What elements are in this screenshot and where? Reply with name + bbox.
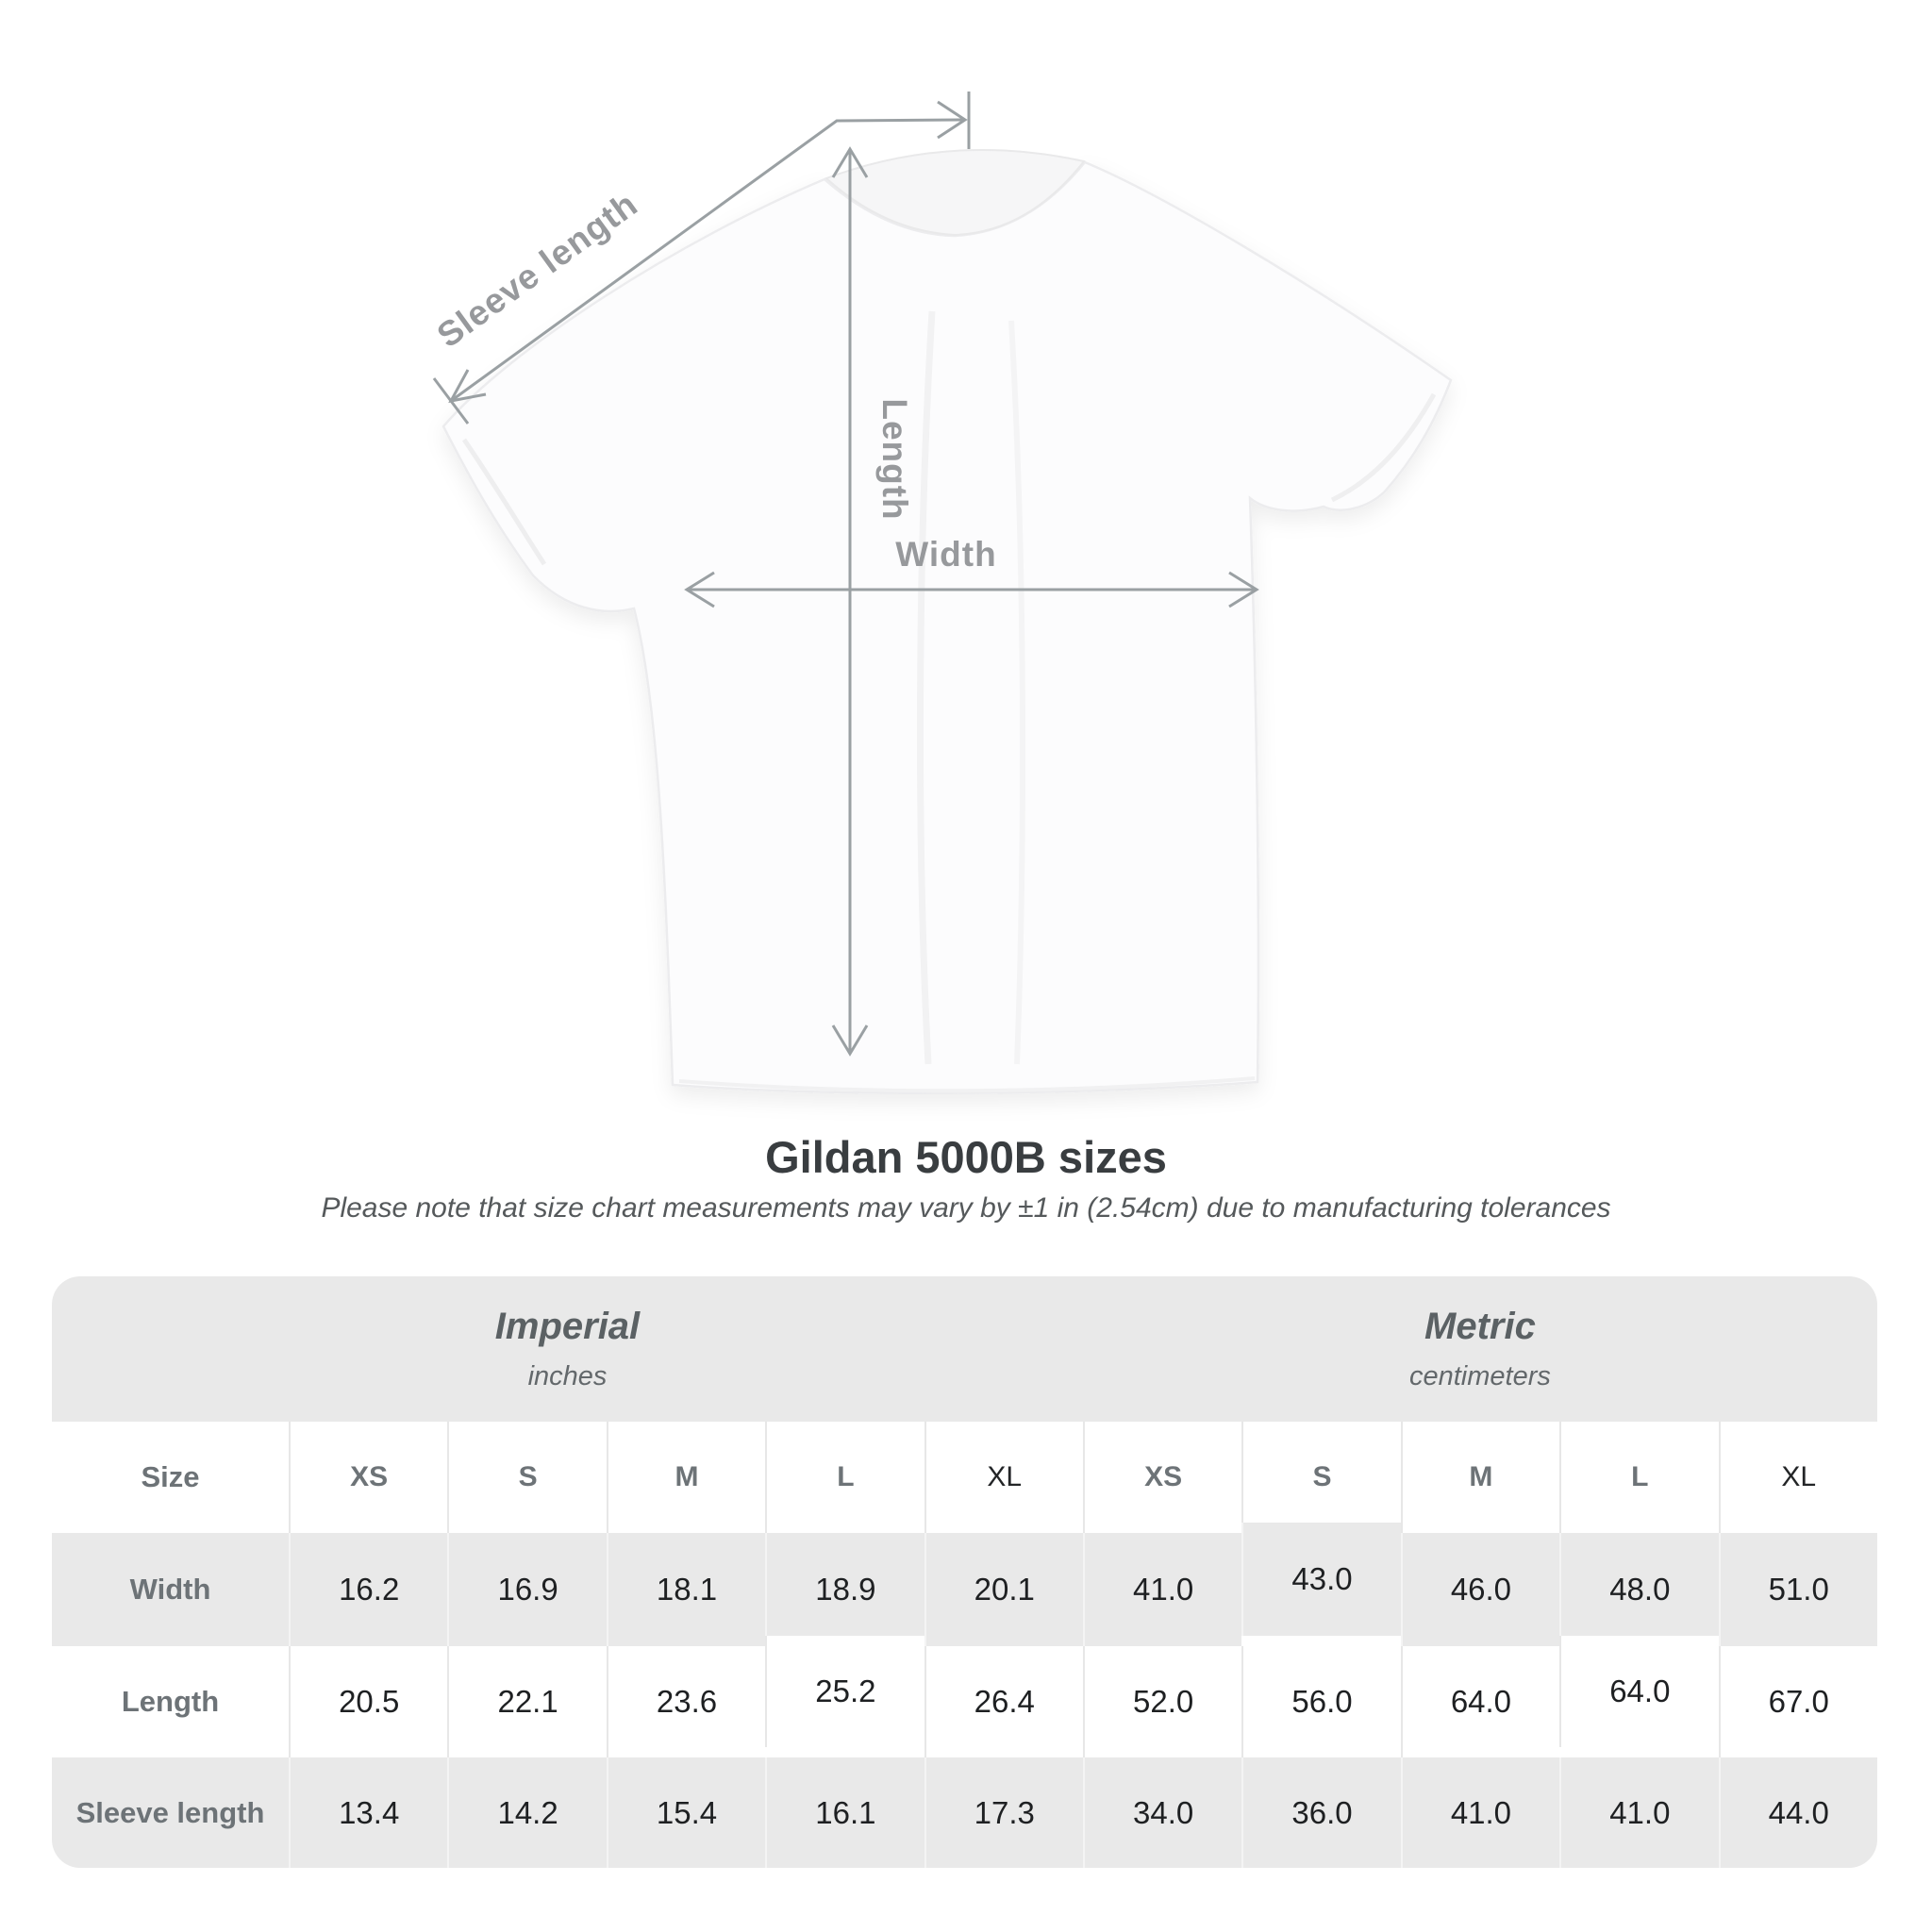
imperial-label: Imperial — [494, 1306, 641, 1347]
tshirt-creases — [461, 310, 1437, 1093]
tshirt-collar — [824, 149, 1086, 237]
width-imperial-xl: 20.1 — [924, 1533, 1083, 1646]
measurement-lines — [432, 92, 1259, 1057]
sleeve-imperial-s: 14.2 — [447, 1757, 607, 1868]
size-header-metric-l: L — [1559, 1422, 1719, 1533]
width-imperial-xs: 16.2 — [289, 1533, 448, 1646]
length-metric-m: 64.0 — [1400, 1646, 1560, 1757]
length-imperial-xs: 20.5 — [289, 1646, 448, 1757]
size-header-imperial-xl: XL — [924, 1422, 1083, 1533]
sleeve-imperial-m: 15.4 — [606, 1757, 766, 1868]
page-subtitle: Please note that size chart measurements… — [321, 1192, 1611, 1224]
width-metric-xl: 51.0 — [1718, 1533, 1877, 1646]
metric-unit: centimeters — [1408, 1361, 1551, 1391]
length-arrowhead-bottom — [831, 1024, 869, 1057]
length-metric-xl: 67.0 — [1718, 1646, 1877, 1757]
sleeve-metric-xs: 34.0 — [1082, 1757, 1242, 1868]
size-header-imperial-m: M — [606, 1422, 766, 1533]
sleeve-length-end-tick — [432, 377, 470, 425]
width-imperial-m: 18.1 — [606, 1533, 766, 1646]
length-row-label: Length — [52, 1646, 289, 1757]
length-metric-s: 56.0 — [1241, 1646, 1401, 1757]
sleeve-metric-s: 36.0 — [1241, 1757, 1401, 1868]
page-title: Gildan 5000B sizes — [765, 1132, 1167, 1182]
sleeve-imperial-xs: 13.4 — [289, 1757, 448, 1868]
size-header-metric-s: S — [1241, 1422, 1401, 1533]
size-header-imperial-xs: XS — [289, 1422, 448, 1533]
metric-section-header: Metric centimeters — [1082, 1276, 1877, 1422]
collar-top-arrowhead — [937, 100, 968, 140]
size-header-metric-m: M — [1400, 1422, 1560, 1533]
sleeve-metric-m: 41.0 — [1400, 1757, 1560, 1868]
width-arrowhead-left — [684, 571, 715, 608]
width-imperial-l: 18.9 — [765, 1533, 924, 1646]
size-header-imperial-l: L — [765, 1422, 924, 1533]
sleeve-imperial-xl: 17.3 — [924, 1757, 1083, 1868]
size-header-imperial-s: S — [447, 1422, 607, 1533]
imperial-section-header: Imperial inches — [52, 1276, 1083, 1422]
tshirt-body — [441, 160, 1453, 1094]
width-imperial-s: 16.9 — [447, 1533, 607, 1646]
tshirt-illustration — [441, 149, 1453, 1094]
length-metric-xs: 52.0 — [1082, 1646, 1242, 1757]
sleeve-metric-xl: 44.0 — [1718, 1757, 1877, 1868]
size-header-metric-xl: XL — [1718, 1422, 1877, 1533]
length-imperial-l: 25.2 — [765, 1636, 924, 1747]
sleeve-metric-l: 41.0 — [1559, 1757, 1719, 1868]
imperial-unit: inches — [527, 1361, 608, 1391]
size-table: Imperial inches Metric centimeters Size … — [52, 1276, 1877, 1868]
tshirt-measurement-diagram: Sleeve length Length Width — [430, 92, 1453, 1094]
length-imperial-m: 23.6 — [606, 1646, 766, 1757]
size-row-label: Size — [52, 1422, 289, 1533]
length-label: Length — [875, 398, 914, 520]
width-metric-m: 46.0 — [1400, 1533, 1560, 1646]
width-metric-xs: 41.0 — [1082, 1533, 1242, 1646]
width-arrowhead-right — [1228, 571, 1259, 608]
width-metric-l: 48.0 — [1559, 1533, 1719, 1646]
width-label: Width — [895, 535, 996, 574]
metric-label: Metric — [1424, 1306, 1536, 1347]
length-imperial-s: 22.1 — [447, 1646, 607, 1757]
length-metric-l: 64.0 — [1559, 1636, 1719, 1747]
sleeve-length-row-label: Sleeve length — [52, 1757, 289, 1868]
length-arrowhead-top — [831, 146, 869, 178]
width-row-label: Width — [52, 1533, 289, 1646]
sleeve-length-arrow — [450, 118, 966, 403]
length-imperial-xl: 26.4 — [924, 1646, 1083, 1757]
sleeve-imperial-l: 16.1 — [765, 1757, 924, 1868]
size-header-metric-xs: XS — [1082, 1422, 1242, 1533]
width-metric-s: 43.0 — [1241, 1523, 1401, 1636]
